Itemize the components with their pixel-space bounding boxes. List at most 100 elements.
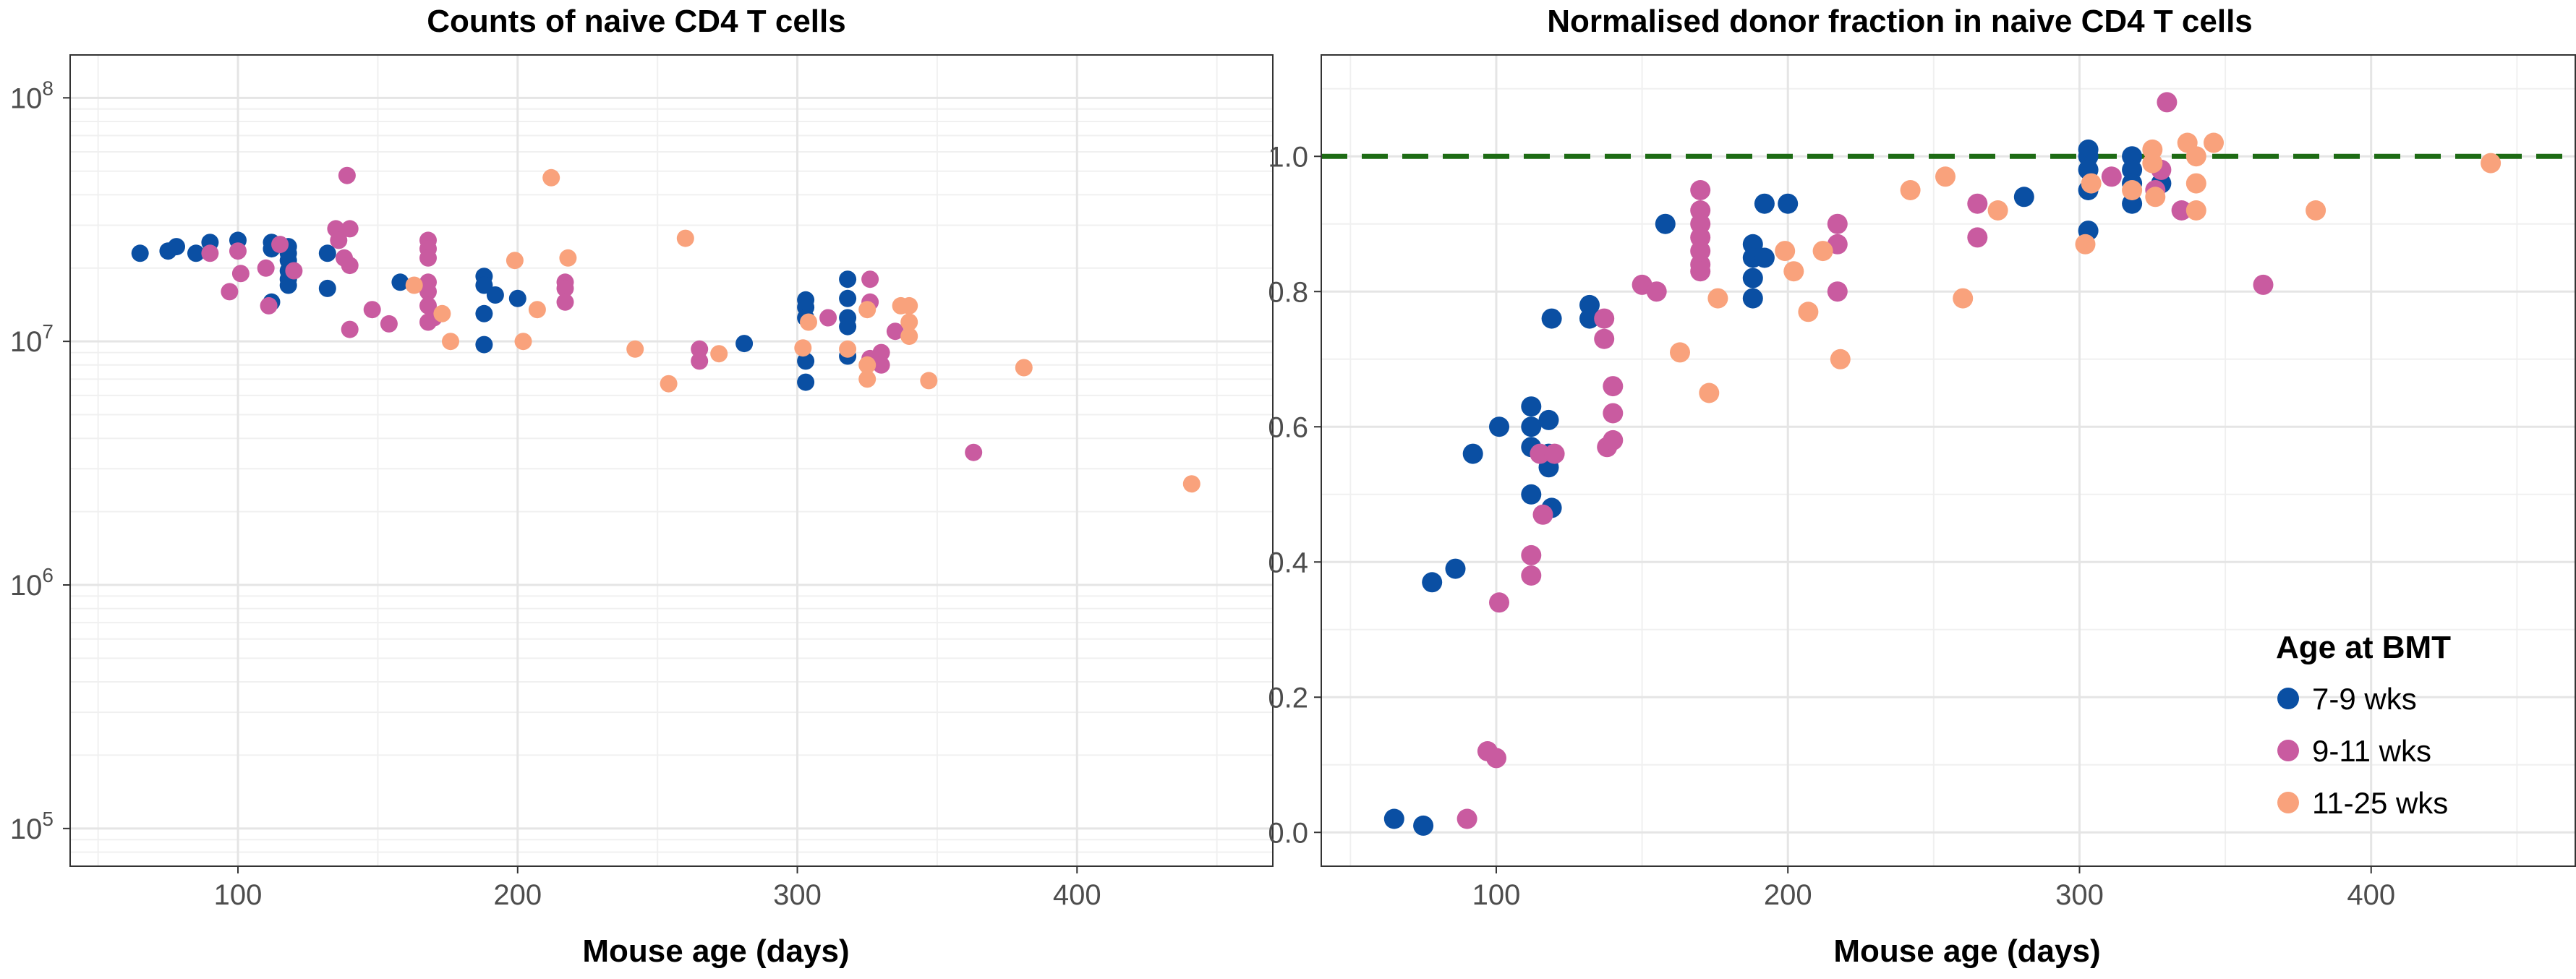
point-7-9-wks bbox=[1754, 247, 1775, 268]
point-7-9-wks bbox=[1579, 308, 1600, 329]
point-7-9-wks bbox=[1742, 288, 1763, 309]
point-9-11-wks bbox=[886, 322, 904, 341]
point-11-25-wks bbox=[2204, 132, 2224, 153]
point-9-11-wks bbox=[1489, 592, 1509, 613]
point-7-9-wks bbox=[1778, 193, 1799, 214]
point-9-11-wks bbox=[1967, 193, 1988, 214]
point-9-11-wks bbox=[1521, 565, 1542, 586]
x-axis-ticks-counts: 100 200 300 400 bbox=[214, 866, 1101, 911]
point-9-11-wks bbox=[260, 296, 278, 315]
point-9-11-wks bbox=[419, 249, 437, 267]
point-9-11-wks bbox=[1532, 504, 1553, 525]
legend-label-7-9-wks: 7-9 wks bbox=[2312, 682, 2417, 716]
point-9-11-wks bbox=[1603, 429, 1624, 450]
y-axis-ticks-donor-fraction: 0.0 0.2 0.4 0.6 0.8 1.0 bbox=[1268, 141, 1321, 849]
panel-counts: Counts of naive CD4 T cells 100 200 300 400… bbox=[10, 4, 1274, 969]
point-7-9-wks bbox=[187, 244, 205, 262]
point-7-9-wks bbox=[1538, 409, 1559, 430]
point-7-9-wks bbox=[486, 286, 504, 304]
legend-label-9-11-wks: 9-11 wks bbox=[2312, 734, 2431, 768]
point-11-25-wks bbox=[794, 339, 812, 357]
point-7-9-wks bbox=[839, 289, 857, 307]
point-11-25-wks bbox=[1699, 382, 1720, 403]
point-9-11-wks bbox=[1646, 281, 1667, 302]
point-9-11-wks bbox=[1603, 376, 1624, 397]
y-axis-ticks-counts: 105 106 107 108 bbox=[10, 77, 70, 845]
point-11-25-wks bbox=[710, 345, 728, 363]
x-tick-label: 200 bbox=[1764, 879, 1812, 911]
point-11-25-wks bbox=[2081, 173, 2102, 194]
plot-area-donor-fraction bbox=[1321, 55, 2576, 866]
point-7-9-wks bbox=[391, 273, 409, 291]
point-11-25-wks bbox=[442, 333, 459, 351]
legend-marker-7-9-wks bbox=[2277, 688, 2299, 709]
point-11-25-wks bbox=[676, 229, 694, 247]
point-11-25-wks bbox=[559, 249, 577, 267]
y-tick-label: 0.0 bbox=[1268, 817, 1308, 849]
point-9-11-wks bbox=[872, 356, 890, 374]
point-9-11-wks bbox=[1594, 328, 1615, 349]
point-9-11-wks bbox=[2253, 274, 2274, 295]
point-7-9-wks bbox=[1489, 416, 1509, 437]
point-11-25-wks bbox=[1015, 359, 1033, 377]
point-11-25-wks bbox=[2306, 200, 2326, 221]
point-11-25-wks bbox=[1798, 302, 1819, 322]
point-9-11-wks bbox=[1967, 227, 1988, 248]
point-9-11-wks bbox=[1530, 443, 1551, 464]
point-9-11-wks bbox=[341, 220, 359, 238]
point-7-9-wks bbox=[1541, 308, 1562, 329]
point-9-11-wks bbox=[338, 166, 356, 184]
point-11-25-wks bbox=[2142, 153, 2163, 174]
point-7-9-wks bbox=[1521, 484, 1542, 505]
point-7-9-wks bbox=[1462, 443, 1483, 464]
point-7-9-wks bbox=[475, 335, 493, 354]
x-tick-label: 300 bbox=[773, 879, 822, 911]
point-11-25-wks bbox=[433, 304, 451, 322]
point-9-11-wks bbox=[2157, 92, 2178, 113]
point-11-25-wks bbox=[1900, 180, 1921, 200]
point-7-9-wks bbox=[168, 238, 185, 256]
point-11-25-wks bbox=[660, 375, 678, 393]
point-7-9-wks bbox=[1754, 193, 1775, 214]
legend: Age at BMT 7-9 wks 9-11 wks 11-25 wks bbox=[2276, 630, 2451, 820]
point-9-11-wks bbox=[341, 320, 359, 338]
point-11-25-wks bbox=[2075, 234, 2096, 255]
y-tick-label: 0.6 bbox=[1268, 411, 1308, 443]
point-9-11-wks bbox=[330, 231, 348, 249]
point-11-25-wks bbox=[858, 301, 877, 319]
point-9-11-wks bbox=[1603, 403, 1624, 424]
y-tick-label: 106 bbox=[10, 564, 54, 602]
point-9-11-wks bbox=[231, 265, 250, 283]
point-9-11-wks bbox=[691, 340, 709, 358]
point-7-9-wks bbox=[839, 270, 857, 288]
point-7-9-wks bbox=[2013, 187, 2034, 208]
point-11-25-wks bbox=[542, 168, 560, 187]
point-11-25-wks bbox=[528, 301, 546, 319]
point-11-25-wks bbox=[2122, 180, 2143, 200]
points-donor-fraction bbox=[1383, 92, 2502, 836]
point-9-11-wks bbox=[380, 315, 398, 333]
point-9-11-wks bbox=[1690, 261, 1711, 282]
point-9-11-wks bbox=[861, 270, 879, 288]
point-9-11-wks bbox=[819, 309, 837, 327]
plot-area-counts bbox=[70, 55, 1273, 866]
point-9-11-wks bbox=[221, 283, 239, 301]
panel-title-counts: Counts of naive CD4 T cells bbox=[427, 4, 845, 39]
point-7-9-wks bbox=[797, 373, 815, 391]
point-11-25-wks bbox=[900, 313, 918, 331]
point-9-11-wks bbox=[257, 259, 275, 277]
point-9-11-wks bbox=[556, 293, 574, 311]
point-11-25-wks bbox=[1670, 342, 1690, 363]
point-11-25-wks bbox=[2145, 187, 2166, 208]
point-11-25-wks bbox=[1182, 475, 1200, 493]
point-7-9-wks bbox=[1742, 268, 1763, 288]
panel-border-counts bbox=[69, 54, 1274, 867]
point-7-9-wks bbox=[735, 335, 754, 353]
point-11-25-wks bbox=[405, 276, 423, 294]
x-tick-label: 200 bbox=[493, 879, 542, 911]
point-9-11-wks bbox=[1827, 281, 1848, 302]
point-7-9-wks bbox=[797, 352, 815, 370]
point-11-25-wks bbox=[626, 340, 644, 358]
point-9-11-wks bbox=[965, 443, 983, 461]
